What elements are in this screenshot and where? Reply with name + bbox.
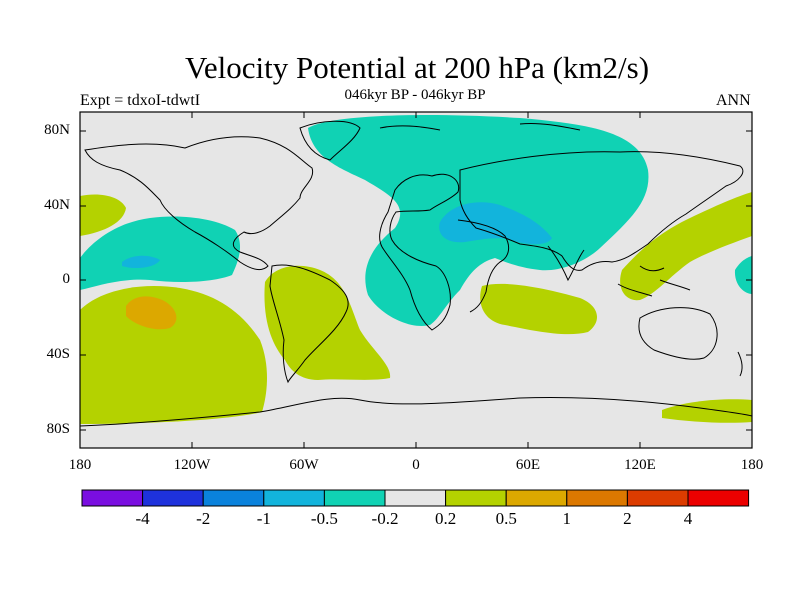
lon-tick-label: 0 xyxy=(412,457,420,473)
colorbar-box xyxy=(202,489,265,507)
period-label: 046kyr BP - 046kyr BP xyxy=(344,87,486,103)
negative-region-pacific-core xyxy=(122,255,160,268)
colorbar-label: -0.5 xyxy=(310,509,338,528)
colorbar-box xyxy=(626,489,689,507)
colorbar-box xyxy=(445,489,507,507)
colorbar-box xyxy=(323,489,386,507)
negative-region-east-edge xyxy=(734,256,752,294)
colorbar-box xyxy=(81,489,144,507)
positive-region-northwest xyxy=(80,194,126,236)
colorbar-box xyxy=(384,489,447,507)
colorbar-label: -2 xyxy=(196,509,211,528)
lon-tick-label: 120W xyxy=(173,457,211,473)
lon-tick-label: 60W xyxy=(289,457,319,473)
colorbar-box xyxy=(505,489,568,507)
colorbar xyxy=(81,489,750,507)
lon-tick-label: 60E xyxy=(515,457,541,473)
positive-region-south-pacific xyxy=(80,286,267,424)
lon-tick-label: 180 xyxy=(740,457,764,473)
colorbar-label: -1 xyxy=(256,509,271,528)
positive-region-south-america xyxy=(264,265,391,380)
colorbar-label: 2 xyxy=(623,509,632,528)
experiment-label: Expt = tdxoI-tdwtI xyxy=(80,92,201,109)
positive-region-southeast xyxy=(662,399,752,423)
lat-tick-label: 0 xyxy=(62,271,71,287)
lat-tick-label: 80S xyxy=(46,421,70,437)
colorbar-label: 1 xyxy=(562,509,572,528)
lat-tick-label: 40S xyxy=(46,346,70,362)
anomaly-fill-layer xyxy=(80,115,752,424)
tick-marks xyxy=(80,112,752,448)
lon-tick-label: 120E xyxy=(624,457,656,473)
colorbar-box xyxy=(687,489,750,507)
coastlines xyxy=(79,120,753,427)
negative-region-middle-east xyxy=(439,202,552,245)
positive-region-pacific-orange xyxy=(126,296,177,330)
colorbar-box xyxy=(142,489,204,507)
colorbar-box xyxy=(263,489,325,507)
lat-tick-label: 40N xyxy=(44,197,70,213)
lat-tick-label: 80N xyxy=(44,122,70,138)
map-title: Velocity Potential at 200 hPa (km2/s) xyxy=(184,50,650,85)
season-label: ANN xyxy=(716,92,751,109)
positive-region-southern-africa xyxy=(480,283,598,335)
colorbar-label: 0.2 xyxy=(434,509,457,528)
colorbar-label: 0.5 xyxy=(495,509,517,528)
colorbar-label: 4 xyxy=(683,509,693,528)
colorbar-label: -4 xyxy=(135,509,150,528)
lon-tick-label: 180 xyxy=(68,457,92,473)
positive-region-maritime-continent xyxy=(620,192,752,301)
colorbar-label: -0.2 xyxy=(371,509,399,528)
colorbar-box xyxy=(566,489,628,507)
